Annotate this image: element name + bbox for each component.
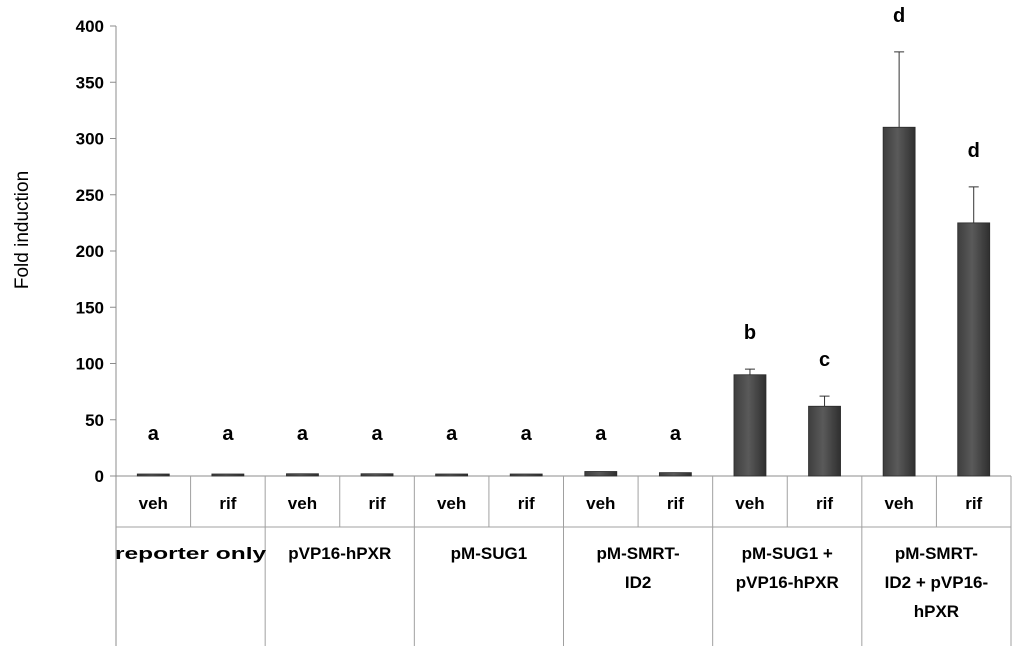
group-label: pM-SMRT- — [895, 544, 978, 563]
treatment-label: rif — [518, 494, 535, 513]
group-label: hPXR — [914, 602, 959, 621]
bar-rif-group-1 — [360, 473, 394, 477]
group-label: ID2 — [625, 573, 651, 592]
group-label: pVP16-hPXR — [288, 544, 391, 563]
bar-veh-group-0 — [136, 473, 170, 477]
bar-veh-group-5 — [882, 126, 916, 477]
bar-veh-group-2 — [435, 473, 469, 477]
y-tick-label: 350 — [76, 73, 104, 92]
significance-letter: a — [297, 423, 309, 445]
bar-rif-group-2 — [509, 473, 543, 477]
significance-letter: a — [521, 423, 533, 445]
group-label: pM-SUG1 + — [742, 544, 833, 563]
bar-veh-group-3 — [584, 471, 618, 477]
y-tick-label: 100 — [76, 355, 104, 374]
significance-letter: b — [744, 322, 756, 344]
bar-rif-group-4 — [808, 405, 841, 477]
y-tick-label: 0 — [95, 467, 104, 486]
treatment-label: rif — [219, 494, 236, 513]
group-label: pM-SMRT- — [597, 544, 680, 563]
bar-rif-group-5 — [957, 222, 991, 477]
treatment-label: rif — [816, 494, 833, 513]
y-tick-label: 50 — [85, 411, 104, 430]
treatment-label: veh — [586, 494, 615, 513]
significance-letter: c — [819, 349, 830, 371]
y-tick-label: 250 — [76, 186, 104, 205]
group-label: reporter only — [115, 544, 267, 563]
y-tick-label: 400 — [76, 17, 104, 36]
group-label: pVP16-hPXR — [736, 573, 839, 592]
bar-veh-group-1 — [286, 473, 319, 477]
significance-letter: a — [148, 423, 160, 445]
bar-rif-group-3 — [658, 472, 692, 477]
significance-letter: a — [595, 423, 607, 445]
treatment-label: veh — [437, 494, 466, 513]
y-axis-label: Fold induction — [12, 171, 33, 289]
significance-letter: d — [893, 5, 905, 27]
treatment-label: rif — [369, 494, 386, 513]
y-tick-label: 300 — [76, 130, 104, 149]
chart-frame — [110, 25, 1012, 646]
significance-letter: a — [371, 423, 383, 445]
labels-layer: 0 50 100 150 200 250 300 350 400 a veh a rif a veh a rif… — [76, 5, 989, 621]
bar-rif-group-0 — [211, 473, 245, 477]
group-label: ID2 + pVP16- — [885, 573, 988, 592]
significance-letter: a — [222, 423, 234, 445]
group-label: pM-SUG1 — [451, 544, 528, 563]
significance-letter: a — [446, 423, 458, 445]
treatment-label: rif — [965, 494, 982, 513]
significance-letter: a — [670, 423, 682, 445]
treatment-label: rif — [667, 494, 684, 513]
treatment-label: veh — [288, 494, 317, 513]
bar-veh-group-4 — [733, 374, 767, 477]
bars-layer — [136, 51, 991, 477]
y-tick-label: 150 — [76, 298, 104, 317]
treatment-label: veh — [735, 494, 764, 513]
treatment-label: veh — [884, 494, 913, 513]
significance-letter: d — [968, 140, 980, 162]
y-tick-label: 200 — [76, 242, 104, 261]
treatment-label: veh — [139, 494, 168, 513]
